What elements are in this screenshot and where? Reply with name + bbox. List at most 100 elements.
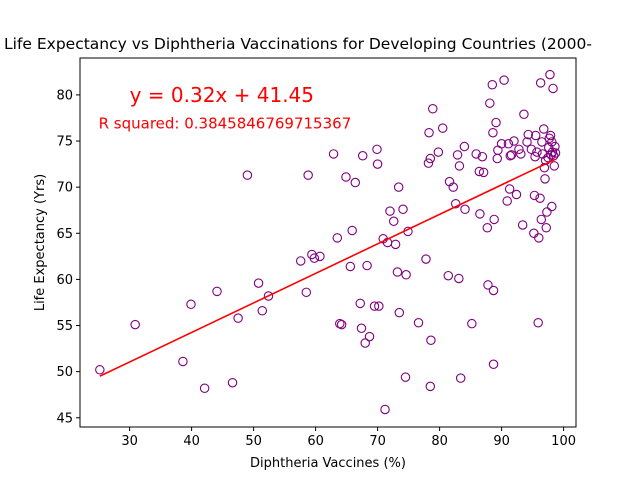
x-tick-label: 90: [493, 434, 510, 449]
data-point: [350, 177, 361, 188]
y-tick-label: 65: [56, 227, 73, 242]
data-point: [347, 225, 357, 236]
data-point: [502, 196, 512, 206]
x-tick-label: 80: [431, 434, 448, 449]
y-tick-label: 70: [56, 181, 73, 196]
data-point: [364, 331, 375, 342]
data-point: [474, 166, 485, 177]
regression-line: [99, 158, 556, 377]
data-point: [393, 182, 404, 192]
data-point: [485, 98, 495, 108]
data-point: [355, 298, 365, 309]
x-axis-label: Diphtheria Vaccines (%): [250, 456, 406, 471]
data-point: [257, 306, 268, 316]
data-point: [341, 172, 351, 182]
data-point: [511, 189, 522, 200]
r-squared-annotation: R squared: 0.3845846769715367: [99, 115, 352, 133]
data-point: [454, 273, 464, 284]
data-point: [550, 141, 560, 152]
data-point: [539, 124, 549, 134]
data-point: [227, 377, 238, 388]
data-point: [482, 222, 493, 233]
data-point: [537, 137, 547, 147]
data-point: [356, 323, 367, 334]
chart-title: Life Expectancy vs Diphtheria Vaccinatio…: [4, 35, 592, 53]
data-point: [345, 261, 356, 272]
data-point: [504, 184, 515, 194]
data-point: [242, 170, 253, 180]
data-point: [413, 318, 424, 328]
data-point: [532, 147, 542, 157]
data-point: [428, 103, 438, 114]
data-point: [523, 129, 534, 140]
data-point: [186, 299, 196, 310]
data-point: [423, 158, 434, 168]
data-point: [372, 159, 383, 169]
data-point: [398, 204, 408, 215]
data-point: [130, 319, 140, 330]
data-point: [488, 359, 499, 370]
data-point: [535, 78, 546, 88]
data-point: [478, 167, 489, 178]
data-point: [437, 123, 448, 133]
data-point: [514, 144, 524, 155]
x-tick-label: 100: [551, 434, 576, 449]
data-point: [540, 174, 550, 184]
data-point: [455, 373, 466, 383]
data-point: [533, 318, 543, 328]
data-point: [496, 139, 507, 149]
data-point: [450, 199, 461, 209]
data-point: [372, 144, 382, 155]
data-point: [488, 285, 499, 296]
data-point: [95, 365, 105, 375]
data-point: [509, 136, 519, 146]
y-tick-label: 50: [56, 365, 73, 380]
data-point: [425, 381, 436, 392]
data-point: [467, 318, 477, 329]
data-point: [547, 201, 557, 212]
data-point: [548, 83, 558, 94]
data-point: [483, 280, 493, 290]
data-point: [505, 151, 516, 161]
data-point: [534, 233, 544, 243]
plot-frame: [79, 57, 577, 428]
data-point: [374, 301, 384, 311]
data-point: [542, 207, 552, 217]
x-tick-label: 40: [183, 434, 200, 449]
data-point: [517, 220, 528, 230]
data-point: [522, 137, 532, 147]
data-point: [362, 260, 372, 271]
regression-equation: y = 0.32x + 41.45: [130, 83, 314, 107]
data-point: [388, 216, 399, 227]
data-point: [452, 150, 463, 160]
data-point: [516, 149, 526, 159]
data-point: [394, 307, 405, 318]
data-point: [443, 270, 454, 281]
data-point: [385, 206, 395, 216]
data-point: [519, 109, 529, 120]
data-point: [253, 278, 264, 288]
x-tick-label: 60: [307, 434, 324, 449]
data-point: [491, 117, 501, 128]
data-point: [477, 151, 488, 162]
y-axis-label: Life Expectancy (Yrs): [33, 174, 48, 311]
data-point: [541, 222, 551, 233]
data-point: [263, 291, 274, 301]
data-point: [380, 404, 390, 415]
x-tick-label: 70: [369, 434, 386, 449]
data-point: [360, 338, 370, 348]
data-point: [550, 148, 561, 158]
y-tick-label: 60: [56, 273, 73, 288]
data-point: [295, 256, 306, 266]
data-point: [233, 313, 243, 323]
data-point: [471, 149, 481, 159]
y-tick-label: 80: [56, 88, 73, 103]
x-tick-label: 50: [245, 434, 262, 449]
data-point: [369, 301, 380, 311]
data-point: [401, 270, 411, 280]
data-point: [424, 127, 434, 138]
data-point: [315, 251, 325, 262]
data-point: [421, 254, 431, 264]
